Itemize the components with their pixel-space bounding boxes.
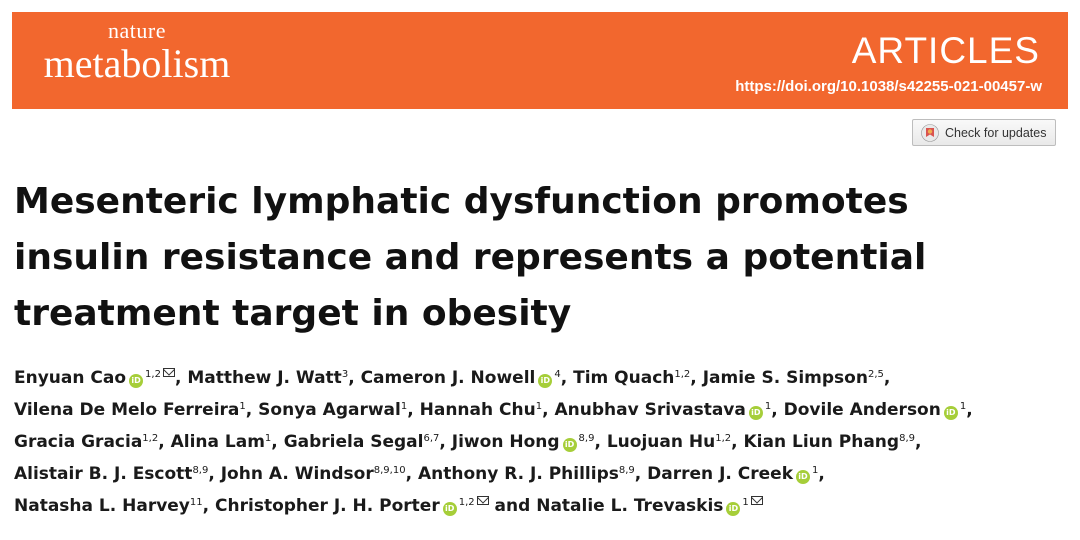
- author-name[interactable]: Anubhav Srivastava: [554, 400, 746, 420]
- orcid-icon[interactable]: iD: [943, 406, 958, 420]
- orcid-icon[interactable]: iD: [748, 406, 763, 420]
- title-line: treatment target in obesity: [14, 293, 572, 334]
- author-name[interactable]: Kian Liun Phang: [743, 432, 900, 452]
- orcid-icon[interactable]: iD: [538, 374, 553, 388]
- orcid-icon[interactable]: iD: [726, 502, 741, 516]
- affiliation-number[interactable]: 8,9: [578, 433, 595, 444]
- author-name[interactable]: Sonya Agarwal: [258, 400, 401, 420]
- email-icon[interactable]: [750, 496, 763, 505]
- author-name[interactable]: Jiwon Hong: [451, 432, 560, 452]
- author-name[interactable]: Tim Quach: [573, 368, 675, 388]
- author-name[interactable]: Jamie S. Simpson: [702, 368, 868, 388]
- author-separator: ,: [594, 432, 607, 452]
- author-name[interactable]: Gabriela Segal: [283, 432, 424, 452]
- affiliation-number[interactable]: 1,2: [715, 433, 732, 444]
- author-line: Vilena De Melo Ferreira1, Sonya Agarwal1…: [14, 394, 1070, 426]
- author-name[interactable]: Cameron J. Nowell: [360, 368, 536, 388]
- author-name[interactable]: John A. Windsor: [220, 464, 374, 484]
- author-name[interactable]: Dovile Anderson: [783, 400, 941, 420]
- author-separator: ,: [439, 432, 452, 452]
- author-separator: ,: [542, 400, 555, 420]
- author-separator: ,: [245, 400, 259, 420]
- author-separator: ,: [731, 432, 744, 452]
- orcid-icon[interactable]: iD: [562, 438, 577, 452]
- affiliation-number[interactable]: 4: [554, 369, 561, 380]
- affiliation-number[interactable]: 8,9: [192, 465, 209, 476]
- title-line: insulin resistance and represents a pote…: [14, 237, 927, 278]
- author-separator: ,: [405, 464, 418, 484]
- affiliation-number[interactable]: 1: [264, 433, 272, 444]
- author-line: Natasha L. Harvey11, Christopher J. H. P…: [14, 490, 1070, 522]
- author-separator: ,: [818, 464, 825, 484]
- author-name[interactable]: Alina Lam: [170, 432, 265, 452]
- affiliation-number[interactable]: 1: [812, 465, 819, 476]
- author-name[interactable]: Matthew J. Watt: [187, 368, 342, 388]
- affiliation-number[interactable]: 8,9,10: [373, 465, 406, 476]
- affiliation-number[interactable]: 3: [341, 369, 349, 380]
- doi-link[interactable]: https://doi.org/10.1038/s42255-021-00457…: [735, 78, 1042, 95]
- affiliation-number[interactable]: 2,5: [867, 369, 884, 380]
- affiliation-number[interactable]: 1,2: [458, 497, 475, 508]
- check-for-updates-button[interactable]: Check for updates: [912, 119, 1056, 146]
- affiliation-number[interactable]: 1: [400, 401, 408, 412]
- author-name[interactable]: Vilena De Melo Ferreira: [14, 400, 240, 420]
- author-name[interactable]: Darren J. Creek: [647, 464, 793, 484]
- author-separator: ,: [407, 400, 420, 420]
- journal-banner: nature metabolism ARTICLES https://doi.o…: [12, 12, 1068, 109]
- title-line: Mesenteric lymphatic dysfunction promote…: [14, 181, 909, 222]
- affiliation-number[interactable]: 11: [189, 497, 203, 508]
- author-separator: ,: [966, 400, 973, 420]
- journal-logo[interactable]: nature metabolism: [12, 12, 262, 109]
- author-separator: ,: [771, 400, 784, 420]
- affiliation-number[interactable]: 6,7: [423, 433, 440, 444]
- author-name[interactable]: Hannah Chu: [419, 400, 536, 420]
- author-separator: ,: [271, 432, 284, 452]
- orcid-icon[interactable]: iD: [796, 470, 810, 484]
- affiliation-number[interactable]: 1: [742, 497, 749, 508]
- affiliation-number[interactable]: 1,2: [145, 369, 161, 380]
- author-separator: ,: [208, 464, 221, 484]
- author-separator: ,: [915, 432, 922, 452]
- orcid-icon[interactable]: iD: [129, 374, 144, 388]
- affiliation-number[interactable]: 1,2: [674, 369, 691, 380]
- author-separator: ,: [174, 368, 188, 388]
- author-name[interactable]: Enyuan Cao: [14, 368, 127, 388]
- author-name[interactable]: Christopher J. H. Porter: [215, 496, 440, 516]
- author-name[interactable]: Luojuan Hu: [606, 432, 716, 452]
- email-icon[interactable]: [162, 368, 175, 377]
- author-separator: ,: [634, 464, 648, 484]
- author-line: Enyuan Cao iD1,2, Matthew J. Watt3, Camer…: [14, 362, 1070, 394]
- author-name[interactable]: Natalie L. Trevaskis: [536, 496, 724, 516]
- section-label: ARTICLES: [851, 30, 1040, 71]
- author-separator: ,: [690, 368, 703, 388]
- crossmark-icon: [921, 124, 939, 142]
- author-name[interactable]: Alistair B. J. Escott: [14, 464, 193, 484]
- affiliation-number[interactable]: 1: [959, 401, 967, 412]
- logo-metabolism-text: metabolism: [43, 41, 231, 86]
- author-separator: ,: [158, 432, 171, 452]
- author-separator: ,: [560, 368, 574, 388]
- author-name[interactable]: Natasha L. Harvey: [14, 496, 190, 516]
- email-icon[interactable]: [476, 496, 489, 505]
- affiliation-number[interactable]: 1: [764, 401, 772, 412]
- affiliation-number[interactable]: 1: [239, 401, 246, 412]
- author-list: Enyuan Cao iD1,2, Matthew J. Watt3, Camer…: [14, 362, 1070, 522]
- author-separator: and: [488, 496, 537, 516]
- author-line: Alistair B. J. Escott8,9, John A. Windso…: [14, 458, 1070, 490]
- affiliation-number[interactable]: 1: [535, 401, 543, 412]
- author-separator: ,: [348, 368, 361, 388]
- author-separator: ,: [202, 496, 216, 516]
- author-name[interactable]: Gracia Gracia: [14, 432, 143, 452]
- check-for-updates-label: Check for updates: [945, 126, 1047, 140]
- orcid-icon[interactable]: iD: [442, 502, 457, 516]
- affiliation-number[interactable]: 1,2: [142, 433, 159, 444]
- logo-nature-text: nature: [108, 18, 166, 43]
- affiliation-number[interactable]: 8,9: [899, 433, 915, 444]
- author-separator: ,: [883, 368, 891, 388]
- author-line: Gracia Gracia1,2, Alina Lam1, Gabriela S…: [14, 426, 1070, 458]
- article-title: Mesenteric lymphatic dysfunction promote…: [14, 174, 1054, 342]
- author-name[interactable]: Anthony R. J. Phillips: [417, 464, 619, 484]
- affiliation-number[interactable]: 8,9: [618, 465, 635, 476]
